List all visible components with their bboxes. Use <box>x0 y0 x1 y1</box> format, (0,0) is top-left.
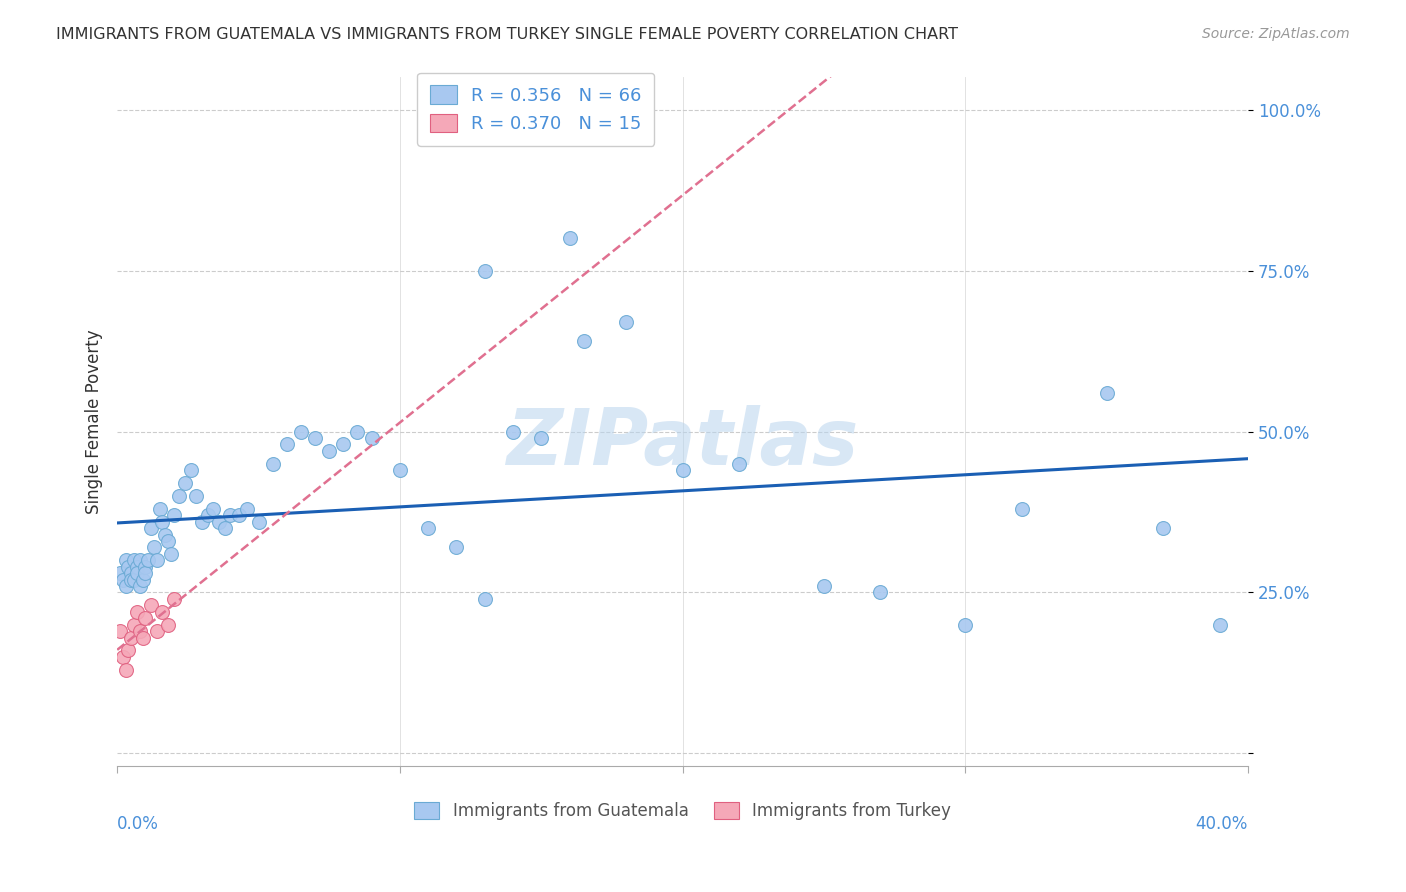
Point <box>114 579 136 593</box>
Point <box>191 515 214 529</box>
Point <box>163 508 186 523</box>
Point <box>474 591 496 606</box>
Point <box>128 579 150 593</box>
Text: 40.0%: 40.0% <box>1195 814 1249 832</box>
Point <box>142 541 165 555</box>
Point <box>111 649 134 664</box>
Point <box>474 263 496 277</box>
Point <box>228 508 250 523</box>
Text: IMMIGRANTS FROM GUATEMALA VS IMMIGRANTS FROM TURKEY SINGLE FEMALE POVERTY CORREL: IMMIGRANTS FROM GUATEMALA VS IMMIGRANTS … <box>56 27 959 42</box>
Point <box>1011 501 1033 516</box>
Point <box>145 624 167 639</box>
Point <box>955 617 977 632</box>
Point <box>276 437 298 451</box>
Point <box>1152 521 1174 535</box>
Point <box>128 624 150 639</box>
Point <box>208 515 231 529</box>
Point <box>117 559 139 574</box>
Point <box>134 611 156 625</box>
Point <box>614 315 637 329</box>
Point <box>219 508 242 523</box>
Point <box>114 663 136 677</box>
Point <box>1209 617 1232 632</box>
Point <box>813 579 835 593</box>
Point <box>163 591 186 606</box>
Point <box>446 541 468 555</box>
Point <box>131 631 153 645</box>
Point <box>180 463 202 477</box>
Point <box>160 547 183 561</box>
Point <box>157 533 180 548</box>
Point <box>120 631 142 645</box>
Point <box>671 463 693 477</box>
Point <box>125 605 148 619</box>
Point <box>120 566 142 581</box>
Point <box>1095 385 1118 400</box>
Text: Source: ZipAtlas.com: Source: ZipAtlas.com <box>1202 27 1350 41</box>
Point <box>418 521 440 535</box>
Point <box>149 501 172 516</box>
Point <box>214 521 236 535</box>
Text: ZIPatlas: ZIPatlas <box>506 405 859 481</box>
Point <box>122 617 145 632</box>
Point <box>111 573 134 587</box>
Point <box>186 489 208 503</box>
Point <box>197 508 219 523</box>
Point <box>360 431 382 445</box>
Point <box>152 515 174 529</box>
Y-axis label: Single Female Poverty: Single Female Poverty <box>86 329 103 514</box>
Point <box>108 566 131 581</box>
Point <box>136 553 159 567</box>
Point <box>174 476 197 491</box>
Point <box>318 443 340 458</box>
Point <box>134 559 156 574</box>
Point <box>262 457 284 471</box>
Point <box>122 553 145 567</box>
Point <box>117 643 139 657</box>
Point <box>122 573 145 587</box>
Point <box>152 605 174 619</box>
Point <box>125 559 148 574</box>
Text: 0.0%: 0.0% <box>117 814 159 832</box>
Point <box>502 425 524 439</box>
Point <box>139 521 162 535</box>
Point <box>572 334 595 349</box>
Point <box>139 599 162 613</box>
Legend: Immigrants from Guatemala, Immigrants from Turkey: Immigrants from Guatemala, Immigrants fr… <box>408 796 957 827</box>
Point <box>728 457 751 471</box>
Point <box>145 553 167 567</box>
Point <box>128 553 150 567</box>
Point <box>247 515 270 529</box>
Point <box>134 566 156 581</box>
Point <box>157 617 180 632</box>
Point <box>290 425 312 439</box>
Point <box>202 501 225 516</box>
Point <box>125 566 148 581</box>
Point <box>120 573 142 587</box>
Point <box>236 501 259 516</box>
Point <box>155 527 177 541</box>
Point <box>169 489 191 503</box>
Point <box>530 431 553 445</box>
Point <box>304 431 326 445</box>
Point <box>388 463 411 477</box>
Point <box>346 425 368 439</box>
Point <box>869 585 891 599</box>
Point <box>558 231 581 245</box>
Point <box>114 553 136 567</box>
Point <box>131 573 153 587</box>
Point <box>332 437 354 451</box>
Point <box>108 624 131 639</box>
